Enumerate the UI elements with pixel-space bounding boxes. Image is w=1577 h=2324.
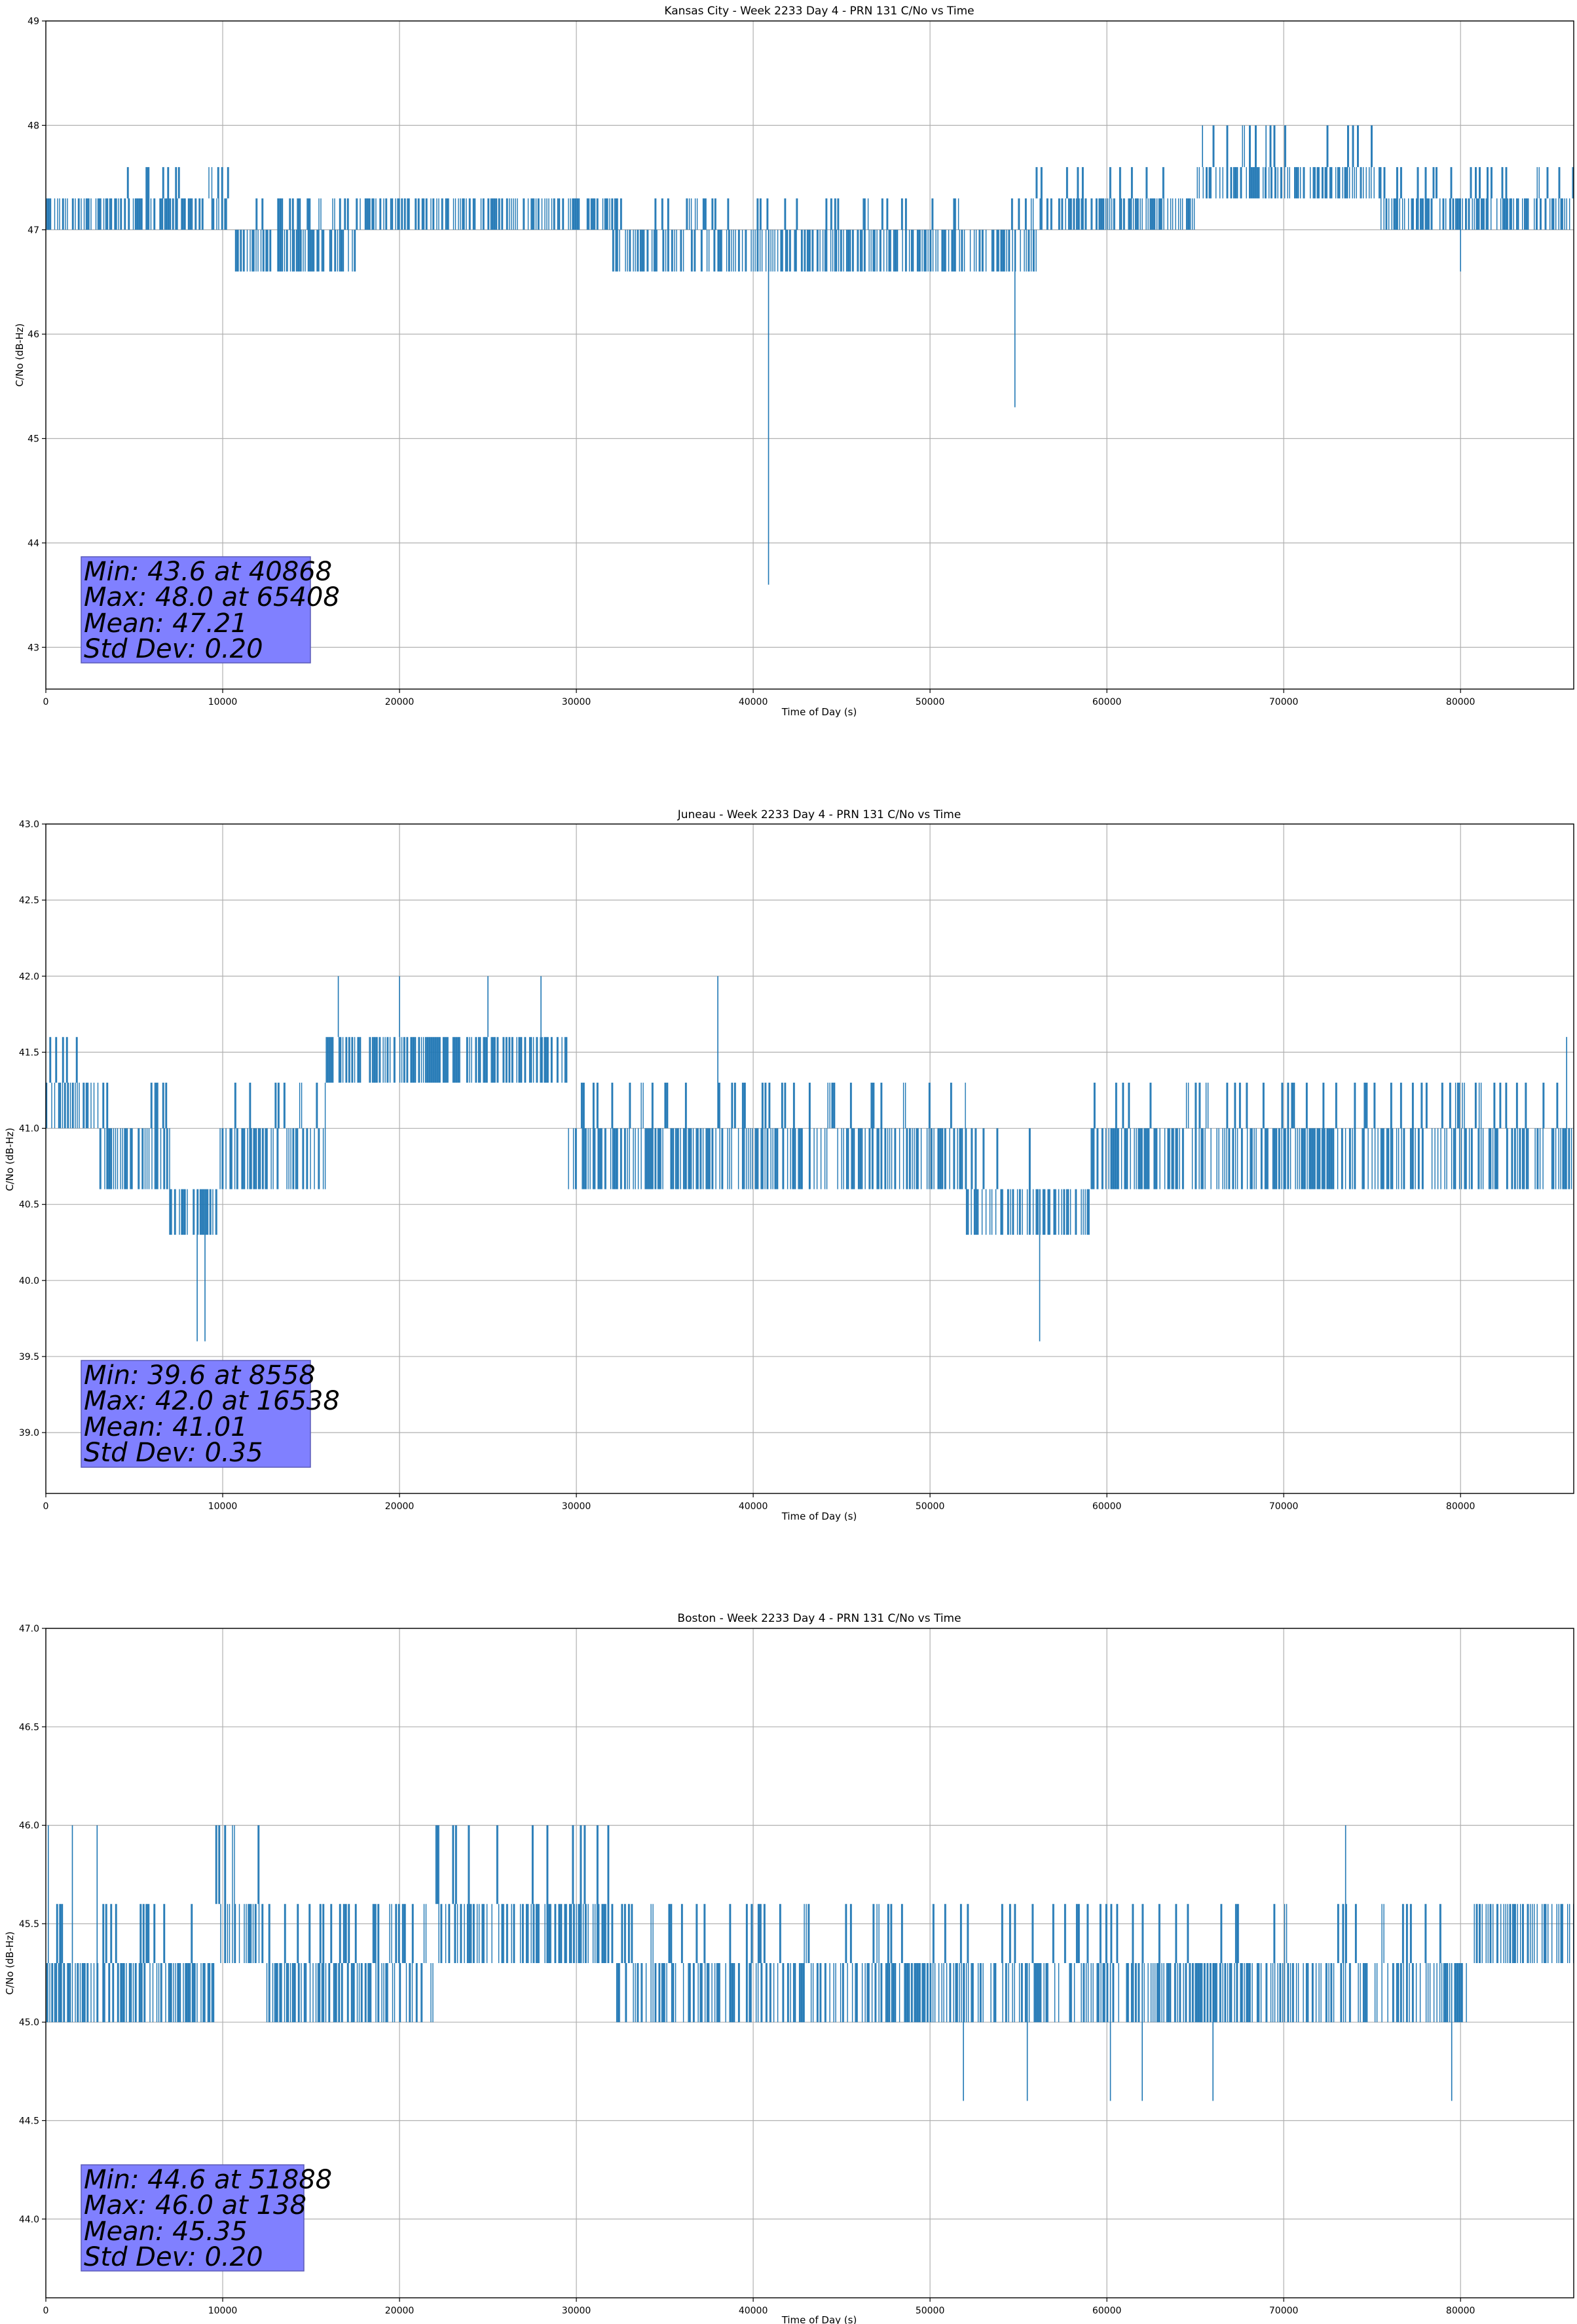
x-tick-label: 0	[43, 2306, 49, 2316]
plot-area-frame	[45, 20, 1574, 690]
y-tick-label: 43	[28, 643, 39, 653]
y-tick-label: 46.5	[19, 1722, 39, 1733]
stats-box: Min: 39.6 at 8558 Max: 42.0 at 16538 Mea…	[81, 1360, 340, 1468]
y-tick-label: 42.0	[19, 971, 39, 982]
stats-max: Max: 48.0 at 65408	[84, 582, 340, 612]
x-axis-label: Time of Day (s)	[781, 1510, 857, 1522]
chart-boston: Boston - Week 2233 Day 4 - PRN 131 C/No …	[4, 1612, 1574, 2324]
y-tick-label: 46	[28, 329, 39, 340]
stats-std-dev: Std Dev: 0.20	[84, 634, 263, 664]
stats-min: Min: 44.6 at 51888	[84, 2165, 332, 2195]
x-tick-label: 10000	[208, 697, 238, 707]
x-tick-label: 50000	[916, 2306, 945, 2316]
stats-mean: Mean: 47.21	[84, 609, 248, 639]
x-tick-label: 80000	[1446, 697, 1475, 707]
x-tick-label: 20000	[385, 697, 415, 707]
x-axis-label: Time of Day (s)	[781, 706, 857, 718]
x-tick-label: 80000	[1446, 1501, 1475, 1512]
stats-box-background	[81, 556, 311, 664]
y-tick-label: 44.0	[19, 2215, 39, 2225]
ticks: 0 10000 20000 30000 40000 50000 60000 70000 8000…	[19, 819, 1475, 1512]
x-tick-label: 40000	[739, 2306, 768, 2316]
x-tick-label: 70000	[1269, 697, 1299, 707]
plot-area-frame	[45, 823, 1574, 1494]
y-tick-label: 44.5	[19, 2116, 39, 2126]
x-axis-label: Time of Day (s)	[781, 2314, 857, 2324]
y-axis-label: C/No (dB-Hz)	[4, 1932, 16, 1995]
x-tick-label: 30000	[562, 2306, 591, 2316]
chart-kansas-city: Kansas City - Week 2233 Day 4 - PRN 131 …	[14, 5, 1574, 718]
y-axis-label: C/No (dB-Hz)	[14, 324, 26, 387]
y-tick-label: 39.0	[19, 1428, 39, 1438]
chart-juneau: Juneau - Week 2233 Day 4 - PRN 131 C/No …	[4, 808, 1574, 1522]
stats-box-background	[81, 1360, 311, 1468]
x-tick-label: 60000	[1092, 1501, 1122, 1512]
x-tick-label: 80000	[1446, 2306, 1475, 2316]
x-tick-label: 30000	[562, 1501, 591, 1512]
stats-max: Max: 46.0 at 138	[84, 2190, 306, 2221]
y-tick-label: 47	[28, 225, 39, 236]
grid	[45, 20, 1574, 689]
x-tick-label: 60000	[1092, 2306, 1122, 2316]
y-axis-label: C/No (dB-Hz)	[4, 1128, 16, 1191]
y-tick-label: 40.5	[19, 1200, 39, 1210]
x-tick-label: 10000	[208, 2306, 238, 2316]
plot-area-frame	[45, 1628, 1574, 2298]
y-tick-label: 43.0	[19, 819, 39, 830]
y-tick-label: 44	[28, 538, 39, 549]
x-tick-label: 20000	[385, 1501, 415, 1512]
x-tick-label: 0	[43, 697, 49, 707]
y-tick-label: 48	[28, 121, 39, 131]
x-tick-label: 70000	[1269, 1501, 1299, 1512]
stats-std-dev: Std Dev: 0.20	[84, 2242, 263, 2272]
y-tick-label: 41.5	[19, 1047, 39, 1058]
y-tick-label: 46.0	[19, 1821, 39, 1831]
y-tick-label: 39.5	[19, 1352, 39, 1362]
stats-mean: Mean: 41.01	[84, 1412, 248, 1442]
x-tick-label: 40000	[739, 697, 768, 707]
x-tick-label: 70000	[1269, 2306, 1299, 2316]
stats-max: Max: 42.0 at 16538	[84, 1386, 340, 1416]
y-tick-label: 45.5	[19, 1919, 39, 1930]
ticks: 0 10000 20000 30000 40000 50000 60000 70000 8000…	[28, 16, 1475, 707]
chart-title: Juneau - Week 2233 Day 4 - PRN 131 C/No …	[677, 808, 961, 821]
stats-box-background	[81, 2164, 305, 2272]
ticks: 0 10000 20000 30000 40000 50000 60000 70000 8000…	[19, 1624, 1475, 2316]
x-tick-label: 50000	[916, 1501, 945, 1512]
y-tick-label: 45	[28, 434, 39, 445]
stats-box: Min: 43.6 at 40868 Max: 48.0 at 65408 Me…	[81, 556, 340, 664]
x-tick-label: 20000	[385, 2306, 415, 2316]
y-tick-label: 47.0	[19, 1624, 39, 1634]
chart-title: Kansas City - Week 2233 Day 4 - PRN 131 …	[664, 5, 974, 18]
y-tick-label: 45.0	[19, 2017, 39, 2028]
y-tick-label: 42.5	[19, 895, 39, 906]
stats-std-dev: Std Dev: 0.35	[84, 1438, 263, 1468]
x-tick-label: 60000	[1092, 697, 1122, 707]
x-tick-label: 30000	[562, 697, 591, 707]
y-tick-label: 40.0	[19, 1276, 39, 1286]
x-tick-label: 10000	[208, 1501, 238, 1512]
stats-min: Min: 43.6 at 40868	[84, 557, 332, 587]
x-tick-label: 40000	[739, 1501, 768, 1512]
x-tick-label: 50000	[916, 697, 945, 707]
x-tick-label: 0	[43, 1501, 49, 1512]
chart-title: Boston - Week 2233 Day 4 - PRN 131 C/No …	[677, 1612, 961, 1625]
stats-mean: Mean: 45.35	[84, 2217, 248, 2247]
stats-min: Min: 39.6 at 8558	[84, 1360, 316, 1391]
y-tick-label: 41.0	[19, 1124, 39, 1134]
stats-box: Min: 44.6 at 51888 Max: 46.0 at 138 Mean…	[81, 2164, 332, 2272]
y-tick-label: 49	[28, 16, 39, 27]
